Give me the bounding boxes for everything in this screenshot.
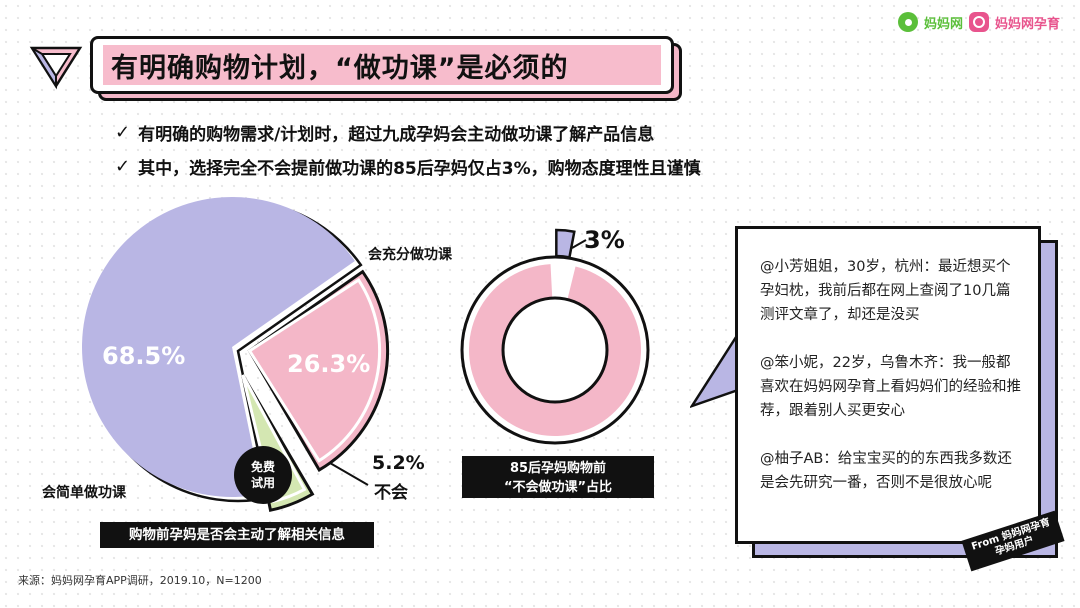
logo-2-text: 妈妈网孕育 (994, 16, 1060, 32)
quote-2: @笨小妮，22岁，乌鲁木齐：我一般都喜欢在妈妈网孕育上看妈妈们的经验和推荐，跟着… (760, 355, 1021, 419)
pie-chart-title: 购物前孕妈是否会主动了解相关信息 (100, 522, 374, 548)
quote-panel: @小芳姐姐，30岁，杭州：最近想买个孕妇枕，我前后都在网上查阅了10几篇测评文章… (735, 226, 1065, 572)
donut-leader-line (571, 239, 587, 249)
donut-title-line-2: “不会做功课”占比 (503, 480, 613, 495)
pie-value-label-full: 26.3% (287, 350, 371, 378)
donut-hole (501, 296, 609, 404)
mamawang-logo-icon (897, 12, 918, 32)
quote-1: @小芳姐姐，30岁，杭州：最近想买个孕妇枕，我前后都在网上查阅了10几篇测评文章… (760, 259, 1011, 323)
donut-chart (460, 228, 650, 445)
pie-legend-label-none: 不会 (374, 483, 408, 503)
free-trial-badge-text: 免费 试用 (250, 460, 275, 490)
triangle-logo-icon (29, 46, 83, 90)
quote-3: @柚子AB：给宝宝买的的东西我多数还是会先研究一番，否则不是很放心呢 (760, 451, 1012, 491)
bullet-1: ✓ 有明确的购物需求/计划时，超过九成孕妈会主动做功课了解产品信息 (115, 120, 654, 145)
pie-legend-label-simple: 会简单做功课 (42, 485, 126, 501)
brand-logos: 妈妈网 妈妈网孕育 (897, 12, 1060, 32)
bullet-2: ✓ 其中，选择完全不会提前做功课的85后孕妈仅占3%，购物态度理性且谨慎 (115, 154, 701, 179)
logo-1-text: 妈妈网 (923, 16, 963, 32)
pie-slice-simple (82, 197, 355, 497)
pie-slice-full-inner (247, 277, 382, 463)
donut-title-line-1: 85后孕妈购物前 (509, 461, 607, 476)
pie-leader-line (329, 462, 369, 486)
pie-value-label-none: 5.2% (372, 452, 425, 474)
donut-slice-none (555, 228, 576, 259)
donut-slice-other (469, 264, 641, 436)
donut-chart-title: 85后孕妈购物前 “不会做功课”占比 (462, 456, 654, 498)
title-banner: 有明确购物计划，“做功课”是必须的 (90, 36, 674, 94)
free-trial-badge[interactable]: 免费 试用 (234, 446, 292, 504)
title-inner: 有明确购物计划，“做功课”是必须的 (103, 45, 661, 85)
pie-legend-label-full: 会充分做功课 (368, 247, 452, 263)
page-title: 有明确购物计划，“做功课”是必须的 (111, 52, 569, 84)
check-icon: ✓ (115, 156, 131, 177)
bullet-2-text: 其中，选择完全不会提前做功课的85后孕妈仅占3%，购物态度理性且谨慎 (138, 159, 701, 179)
check-icon: ✓ (115, 122, 131, 143)
mamawang-yunyu-logo-icon (968, 12, 989, 32)
bullet-1-text: 有明确的购物需求/计划时，超过九成孕妈会主动做功课了解产品信息 (138, 125, 655, 145)
donut-value-label: 3% (584, 226, 625, 254)
pie-chart (82, 197, 390, 512)
source-note: 来源：妈妈网孕育APP调研，2019.10，N=1200 (18, 574, 262, 587)
from-tag: From 妈妈网孕育 孕妈用户 (961, 510, 1065, 572)
pie-value-label-simple: 68.5% (102, 342, 186, 370)
